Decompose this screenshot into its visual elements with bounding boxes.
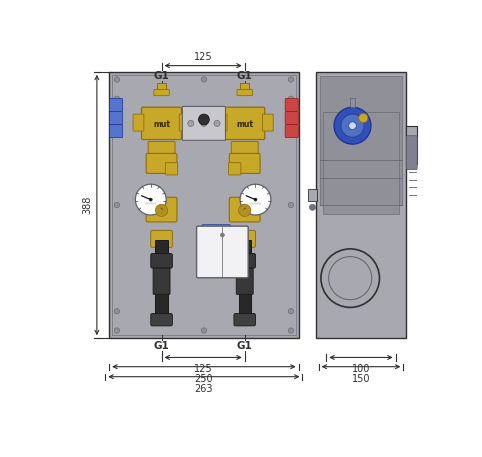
- Bar: [406, 126, 417, 164]
- Text: G1: G1: [154, 341, 170, 351]
- Circle shape: [239, 204, 251, 217]
- Circle shape: [240, 184, 271, 215]
- FancyBboxPatch shape: [182, 106, 226, 140]
- FancyBboxPatch shape: [109, 124, 123, 138]
- Circle shape: [114, 308, 120, 314]
- FancyBboxPatch shape: [197, 226, 248, 278]
- Circle shape: [114, 96, 120, 101]
- FancyBboxPatch shape: [148, 142, 175, 156]
- Circle shape: [288, 96, 294, 101]
- FancyBboxPatch shape: [146, 154, 177, 173]
- Bar: [320, 76, 402, 205]
- Text: mut: mut: [236, 120, 253, 128]
- Circle shape: [309, 204, 316, 210]
- Bar: [109, 72, 299, 338]
- FancyBboxPatch shape: [109, 98, 123, 112]
- FancyBboxPatch shape: [262, 114, 273, 131]
- Text: 388: 388: [82, 196, 92, 214]
- Bar: [323, 112, 399, 214]
- FancyBboxPatch shape: [151, 314, 173, 326]
- FancyBboxPatch shape: [146, 197, 177, 222]
- Bar: [308, 189, 317, 201]
- FancyBboxPatch shape: [154, 90, 169, 96]
- Text: 125: 125: [194, 364, 213, 374]
- Bar: [240, 83, 249, 93]
- Circle shape: [288, 308, 294, 314]
- FancyBboxPatch shape: [179, 114, 190, 131]
- Circle shape: [254, 198, 257, 201]
- Text: mut: mut: [153, 120, 170, 128]
- Circle shape: [187, 120, 194, 127]
- FancyBboxPatch shape: [285, 124, 298, 138]
- Circle shape: [359, 113, 368, 122]
- FancyBboxPatch shape: [285, 112, 298, 124]
- Circle shape: [201, 120, 207, 127]
- FancyBboxPatch shape: [234, 230, 255, 247]
- FancyBboxPatch shape: [406, 136, 417, 170]
- Circle shape: [348, 122, 356, 129]
- Bar: [239, 239, 251, 317]
- FancyBboxPatch shape: [225, 107, 265, 139]
- Circle shape: [288, 77, 294, 82]
- Text: 150: 150: [352, 374, 370, 383]
- Bar: [350, 98, 355, 107]
- Text: 100: 100: [352, 364, 370, 374]
- FancyBboxPatch shape: [153, 268, 170, 294]
- Circle shape: [288, 202, 294, 207]
- Text: 263: 263: [195, 383, 213, 393]
- FancyBboxPatch shape: [109, 112, 123, 124]
- FancyBboxPatch shape: [234, 254, 255, 268]
- FancyBboxPatch shape: [237, 90, 253, 96]
- Circle shape: [149, 198, 152, 201]
- Circle shape: [114, 328, 120, 333]
- FancyBboxPatch shape: [133, 114, 144, 131]
- Text: G1: G1: [154, 71, 170, 81]
- Text: 125: 125: [194, 52, 213, 62]
- Bar: [316, 72, 406, 338]
- FancyBboxPatch shape: [216, 114, 227, 131]
- Circle shape: [341, 114, 364, 137]
- FancyBboxPatch shape: [234, 314, 255, 326]
- FancyBboxPatch shape: [151, 254, 173, 268]
- FancyBboxPatch shape: [231, 142, 258, 156]
- Circle shape: [155, 204, 168, 217]
- Circle shape: [334, 107, 371, 144]
- Bar: [155, 239, 168, 317]
- Circle shape: [201, 77, 207, 82]
- Circle shape: [199, 114, 209, 125]
- Text: G1: G1: [237, 71, 253, 81]
- Circle shape: [135, 184, 166, 215]
- Circle shape: [214, 120, 220, 127]
- Text: 250: 250: [195, 374, 213, 383]
- FancyBboxPatch shape: [151, 230, 173, 247]
- FancyBboxPatch shape: [285, 98, 298, 112]
- FancyBboxPatch shape: [229, 154, 260, 173]
- Circle shape: [288, 328, 294, 333]
- Bar: [112, 75, 295, 335]
- FancyBboxPatch shape: [236, 268, 253, 294]
- FancyBboxPatch shape: [229, 197, 260, 222]
- FancyBboxPatch shape: [228, 163, 241, 175]
- Circle shape: [114, 77, 120, 82]
- FancyBboxPatch shape: [165, 163, 178, 175]
- FancyBboxPatch shape: [142, 107, 182, 139]
- FancyBboxPatch shape: [202, 225, 230, 238]
- Circle shape: [201, 328, 207, 333]
- Circle shape: [114, 202, 120, 207]
- Bar: [157, 83, 166, 93]
- Text: G1: G1: [237, 341, 253, 351]
- Circle shape: [220, 233, 224, 237]
